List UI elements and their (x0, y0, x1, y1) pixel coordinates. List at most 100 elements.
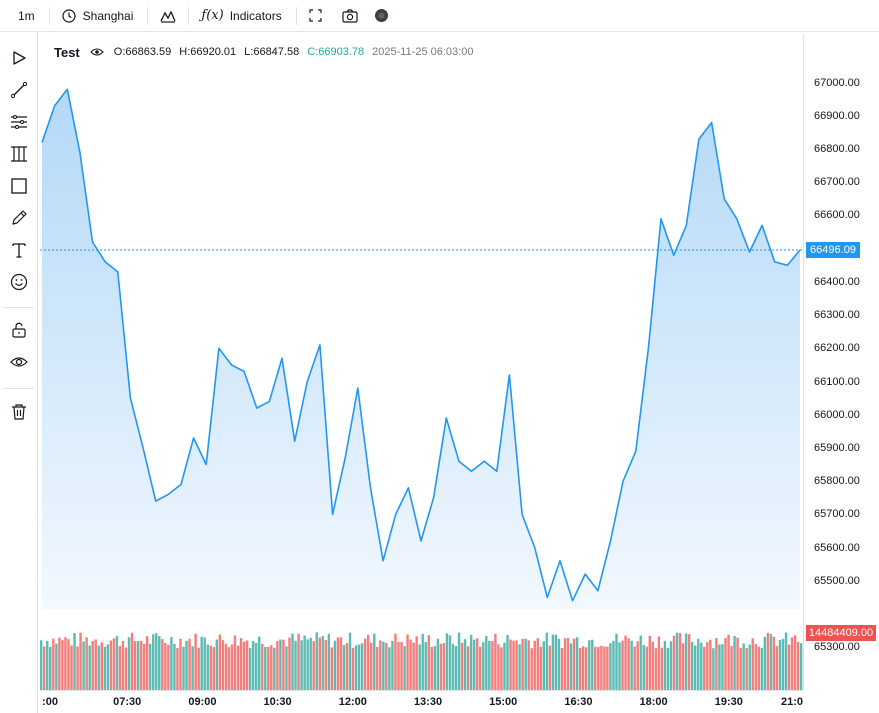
volume-bar (460, 642, 464, 690)
volume-bar (545, 632, 549, 690)
volume-bar (203, 637, 206, 690)
volume-bar (588, 640, 591, 690)
chart-type-button[interactable] (148, 0, 188, 32)
volume-bar (615, 633, 618, 690)
volume-bar (796, 641, 800, 690)
volume-bar (118, 646, 122, 690)
volume-bar (279, 639, 282, 690)
volume-bar (597, 646, 600, 690)
volume-bar (706, 642, 709, 690)
theme-button[interactable] (366, 0, 397, 32)
volume-bar (754, 644, 757, 690)
volume-bars (40, 632, 803, 690)
text-tool-button[interactable] (5, 238, 33, 266)
volume-bar (330, 647, 334, 690)
price-line (41, 88, 801, 602)
volume-bar (557, 639, 561, 690)
volume-bar (303, 635, 306, 690)
time-axis[interactable]: :00 07:30 09:00 10:30 12:00 13:30 15:00 16:30 18… (40, 690, 803, 713)
volume-bar (494, 633, 497, 690)
volume-bar (97, 645, 100, 690)
pattern-tool-button[interactable] (5, 142, 33, 170)
fullscreen-button[interactable] (297, 0, 334, 32)
volume-bar (40, 640, 43, 690)
interval-button[interactable]: 1m (0, 0, 49, 32)
price-tick-label: 65800.00 (814, 475, 860, 488)
price-point-12:15 (356, 386, 360, 390)
volume-bar (539, 646, 543, 690)
volume-bar (152, 634, 155, 690)
series-legend: Test O:66863.59 H:66920.01 L:66847.58 C:… (54, 44, 481, 60)
volume-bar (370, 642, 373, 690)
fib-tool-button[interactable] (5, 110, 33, 138)
volume-bar (139, 640, 143, 690)
price-tick-label: 66600.00 (814, 209, 860, 222)
volume-bar (424, 642, 427, 690)
rectangle-tool-button[interactable] (5, 174, 33, 202)
price-point-20:30 (773, 260, 777, 264)
volume-bar (191, 646, 194, 690)
volume-bar (357, 644, 361, 690)
visibility-tool-button[interactable] (5, 350, 33, 378)
volume-bar (161, 639, 164, 690)
clock-icon (62, 8, 76, 23)
volume-bar (681, 643, 685, 690)
volume-bar (270, 645, 273, 690)
price-point-06:00 (40, 140, 44, 144)
price-point-18:00 (646, 346, 650, 350)
remove-drawings-button[interactable] (5, 400, 33, 428)
volume-bar (73, 633, 76, 690)
volume-bar (230, 644, 234, 690)
lock-tool-button[interactable] (5, 318, 33, 346)
price-point-08:00 (141, 446, 145, 450)
volume-bar (64, 637, 67, 690)
eye-icon (10, 353, 28, 376)
price-axis[interactable]: 67000.00 66900.00 66800.00 66700.00 66600.00… (803, 34, 879, 690)
volume-bar (675, 632, 679, 690)
volume-bar (563, 638, 567, 690)
volume-bar (406, 634, 409, 690)
volume-bar (745, 648, 748, 690)
price-point-06:15 (53, 104, 57, 108)
eye-icon[interactable] (89, 47, 104, 57)
volume-bar (472, 639, 476, 690)
price-point-06:45 (78, 150, 82, 154)
volume-bar (684, 633, 688, 690)
volume-bar (309, 637, 312, 690)
price-tick-label: 65900.00 (814, 441, 860, 454)
volume-bar (569, 643, 573, 690)
volume-bar (433, 646, 437, 690)
price-chart[interactable] (40, 34, 803, 690)
volume-bar (578, 648, 582, 690)
volume-bar (466, 646, 470, 690)
volume-bar (379, 640, 382, 690)
volume-bar (224, 643, 228, 690)
volume-bar (512, 640, 515, 690)
price-tick-label: 65600.00 (814, 541, 860, 554)
emoji-tool-button[interactable] (5, 270, 33, 298)
volume-bar (766, 632, 770, 690)
cursor-tool-button[interactable] (5, 46, 33, 74)
brush-tool-button[interactable] (5, 206, 33, 234)
time-tick-label: 19:30 (714, 696, 743, 708)
volume-bar (606, 646, 609, 690)
volume-bar (663, 641, 667, 690)
price-point-13:30 (419, 539, 423, 543)
volume-bar (267, 646, 270, 690)
indicators-button[interactable]: ƒ(x) Indicators (189, 0, 295, 32)
function-icon: ƒ(x) (201, 8, 224, 23)
volume-bar (176, 648, 179, 690)
volume-bar (554, 634, 558, 690)
volume-bar (149, 643, 152, 690)
toolbar-divider (188, 6, 190, 25)
volume-bar (572, 638, 576, 690)
volume-bar (469, 634, 473, 690)
price-point-08:15 (154, 499, 158, 503)
price-tick-label: 66400.00 (814, 275, 860, 288)
volume-bar (678, 633, 682, 690)
timezone-button[interactable]: Shanghai (50, 0, 148, 32)
trend-line-tool-button[interactable] (5, 78, 33, 106)
volume-bar (733, 636, 736, 690)
screenshot-button[interactable] (334, 0, 366, 32)
price-point-14:45 (482, 459, 486, 463)
